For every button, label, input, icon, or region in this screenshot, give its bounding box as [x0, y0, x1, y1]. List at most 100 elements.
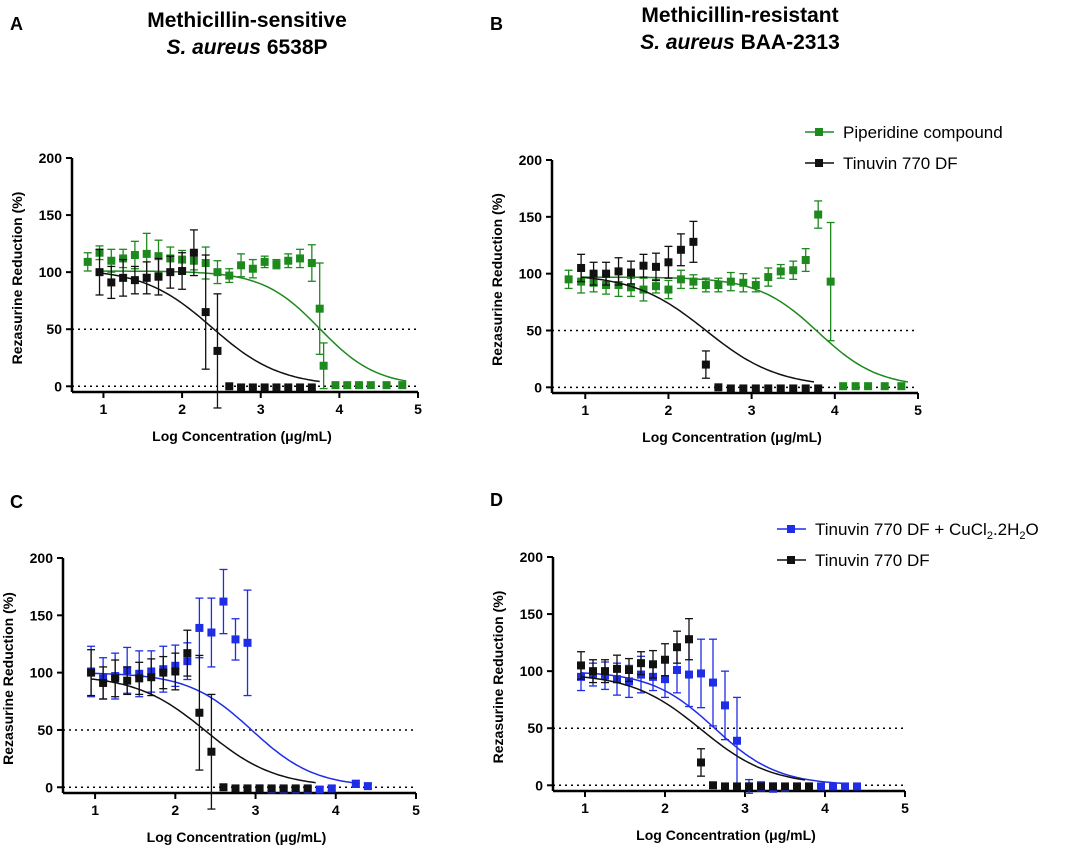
panel-a-x-axis-label: Log Concentration (μg/mL) — [152, 428, 332, 444]
panel-a-series-0-point-4 — [130, 251, 139, 260]
panel-a-series-0-point-11 — [213, 268, 222, 277]
panel-d-series-1-point-7 — [661, 655, 669, 664]
title-b-line2: S. aureus BAA-2313 — [640, 31, 840, 54]
panel-d-series-1-point-0 — [577, 661, 585, 670]
panel-d-x-axis-label: Log Concentration (μg/mL) — [636, 827, 816, 843]
panel-b-series-0-point-19 — [801, 256, 810, 265]
panel-d-series-1-point-19 — [805, 782, 813, 791]
panel-b-series-0-point-17 — [776, 267, 785, 276]
panel-d-ytick-label-4: 200 — [520, 549, 544, 565]
panel-c-series-1-point-16 — [279, 784, 288, 793]
panel-d-series-0-point-22 — [841, 782, 849, 791]
panel-c-series-1-point-15 — [267, 784, 276, 793]
panel-a-ytick-label-0: 0 — [54, 378, 62, 394]
panel-d-series-0-point-23 — [853, 782, 861, 791]
panel-d-series-0-point-13 — [733, 736, 741, 745]
panel-b-series-0-point-5 — [627, 283, 636, 292]
panel-d-series-0-point-11 — [709, 678, 717, 687]
panel-a-series-1-point-13 — [248, 383, 257, 392]
panel-b-series-0-point-18 — [789, 266, 798, 275]
panel-b-series-1-point-0 — [577, 263, 586, 272]
panel-c-series-1-point-6 — [159, 668, 168, 677]
panel-a-ytick-label-2: 100 — [39, 264, 63, 280]
panel-b-series-1-point-19 — [814, 384, 823, 393]
panel-d-series-1-point-9 — [685, 635, 693, 644]
panel-a-series-0-point-22 — [331, 381, 340, 390]
panel-d-ytick-label-0: 0 — [535, 777, 543, 793]
panel-a-series-1-point-5 — [154, 272, 163, 281]
panel-a-series-1-point-2 — [119, 273, 128, 282]
panel-c-series-1-point-9 — [195, 708, 204, 717]
panel-b-ytick-label-2: 100 — [519, 266, 543, 282]
legend-top-label-piperidine: Piperidine compound — [843, 123, 1003, 142]
panel-d-series-1-point-5 — [637, 659, 645, 668]
panel-a-series-1-point-7 — [178, 267, 187, 276]
panel-b-series-0-point-24 — [864, 382, 873, 391]
panel-a-series-0-point-2 — [107, 256, 116, 265]
panel-b-series-1-point-1 — [589, 269, 598, 278]
panel-c-series-1-point-5 — [147, 673, 156, 682]
panel-b-series-0-point-8 — [664, 285, 673, 294]
panel-a-series-1-point-8 — [189, 248, 198, 257]
panel-a-series-0-point-20 — [315, 304, 324, 313]
panel-a-xtick-label-2: 3 — [257, 401, 265, 417]
panel-b-series-0-point-26 — [897, 382, 906, 391]
panel-b-series-1-point-14 — [751, 384, 760, 393]
legend-top-marker-tinuvin — [815, 159, 823, 167]
panel-a-series-1-point-17 — [296, 383, 305, 392]
panel-c-x-axis-label: Log Concentration (μg/mL) — [147, 829, 327, 845]
title-b-line1: Methicillin-resistant — [641, 4, 838, 27]
panel-b-series-1-fit-curve — [581, 276, 815, 383]
panel-d-series-1-point-15 — [757, 782, 765, 791]
panel-a-ytick-label-3: 150 — [39, 207, 63, 223]
panel-label-b: B — [490, 14, 503, 34]
panel-d-series-1-point-16 — [769, 782, 777, 791]
panel-b-series-0-point-13 — [726, 277, 735, 286]
legend-bottom-marker-copper — [787, 525, 795, 533]
panel-b-series-0-point-6 — [639, 285, 648, 294]
title-a-line2: S. aureus 6538P — [166, 36, 327, 59]
panel-c-series-0-point-9 — [195, 623, 204, 632]
panel-c-series-1-point-1 — [99, 678, 108, 687]
panel-c-series-0-point-13 — [243, 638, 252, 647]
panel-b-series-1-point-10 — [701, 360, 710, 369]
panel-b-xtick-label-2: 3 — [748, 402, 756, 418]
panel-a-series-0-point-23 — [343, 381, 352, 390]
panel-c-y-axis-label: Rezasurine Reduction (%) — [0, 592, 16, 765]
chart-panel-b: 0 50 100 150 200 1 2 3 4 5 Log Concentration (μg/m… — [489, 152, 922, 445]
panel-b-series-0-point-20 — [814, 210, 823, 219]
panel-c-series-1-point-0 — [87, 668, 96, 677]
legend-top-label-tinuvin: Tinuvin 770 DF — [843, 154, 958, 173]
panel-b-series-1-point-3 — [614, 267, 623, 276]
panel-c-series-0-point-12 — [231, 635, 240, 644]
panel-b-series-1-point-6 — [651, 262, 660, 271]
panel-a-series-1-point-1 — [107, 278, 116, 287]
panel-a-series-1-point-14 — [260, 383, 269, 392]
panel-b-series-1-point-5 — [639, 261, 648, 270]
panel-b-series-0-point-14 — [739, 278, 748, 287]
panel-c-series-0-point-22 — [363, 782, 372, 791]
panel-d-series-1-point-1 — [589, 667, 597, 676]
panel-b-series-0-point-9 — [676, 275, 685, 284]
panel-b-series-0-point-23 — [851, 382, 860, 391]
panel-a-series-0-fit-curve — [99, 270, 407, 382]
panel-d-series-1-point-6 — [649, 660, 657, 669]
panel-c-series-0-point-19 — [315, 785, 324, 794]
title-a-species: S. aureus — [166, 36, 261, 59]
title-b-species: S. aureus — [640, 31, 735, 54]
panel-c-ytick-label-3: 150 — [30, 607, 54, 623]
panel-d-xtick-label-2: 3 — [741, 800, 749, 816]
legend-bottom-label-copper: Tinuvin 770 DF + CuCl2.2H2O — [815, 520, 1039, 542]
panel-c-series-0-point-21 — [351, 779, 360, 788]
panel-d-series-1-point-12 — [721, 782, 729, 791]
panel-d-series-1-point-13 — [733, 782, 741, 791]
panel-d-series-1-point-14 — [745, 782, 753, 791]
panel-c-series-1-point-14 — [255, 784, 264, 793]
panel-b-series-1-point-11 — [714, 383, 723, 392]
panel-d-ytick-label-1: 50 — [527, 720, 543, 736]
legend-bottom-marker-tinuvin — [787, 556, 795, 564]
panel-b-xtick-label-0: 1 — [581, 402, 589, 418]
panel-b-xtick-label-3: 4 — [831, 402, 839, 418]
legend-top: Piperidine compound Tinuvin 770 DF — [805, 123, 1003, 173]
panel-b-series-0-point-10 — [689, 277, 698, 286]
